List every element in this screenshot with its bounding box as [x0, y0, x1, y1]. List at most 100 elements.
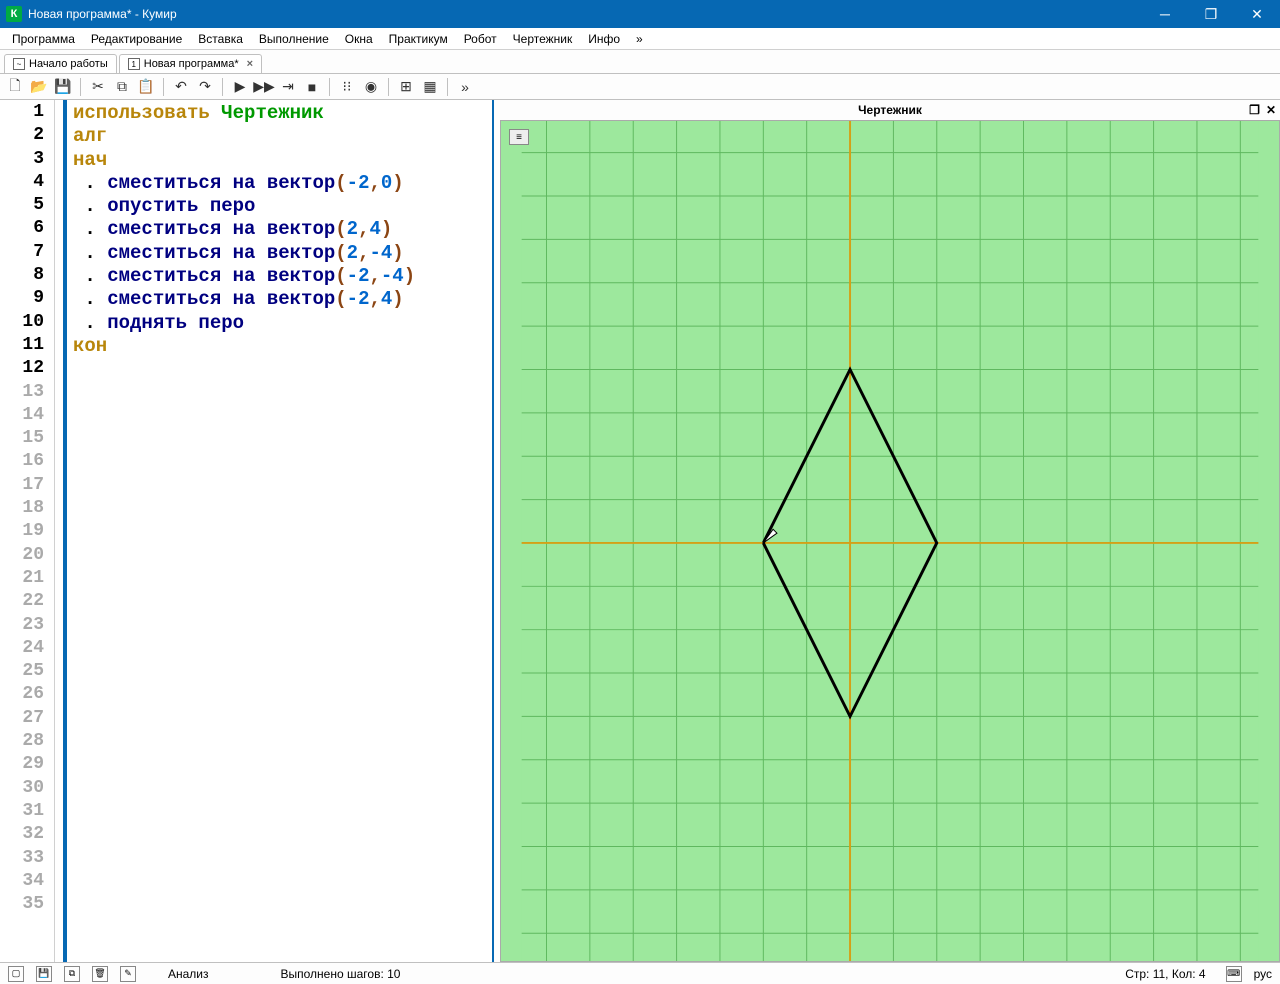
- code-token: (: [335, 172, 346, 194]
- menu-item-инфо[interactable]: Инфо: [580, 30, 628, 48]
- code-token: (: [335, 218, 346, 240]
- menu-item-программа[interactable]: Программа: [4, 30, 83, 48]
- line-number: 16: [0, 451, 54, 474]
- code-token: опустить перо: [107, 195, 255, 217]
- code-line[interactable]: . поднять перо: [73, 312, 492, 335]
- code-token: (: [335, 242, 346, 264]
- status-icon-2[interactable]: 💾: [36, 966, 52, 982]
- app-icon: К: [6, 6, 22, 22]
- code-token: поднять перо: [107, 312, 244, 334]
- window-title: Новая программа* - Кумир: [28, 7, 1142, 21]
- save-file-button[interactable]: 💾: [52, 77, 74, 97]
- code-token: .: [73, 218, 107, 240]
- code-line[interactable]: . сместиться на вектор(-2,-4): [73, 265, 492, 288]
- status-icon-3[interactable]: ⧉: [64, 966, 80, 982]
- stop-button[interactable]: ■: [301, 77, 323, 97]
- drawer-panel-header: Чертежник ❐ ✕: [500, 100, 1280, 120]
- line-number: 33: [0, 848, 54, 871]
- code-token: ): [404, 265, 415, 287]
- undo-button[interactable]: ↶: [170, 77, 192, 97]
- toolbar-overflow-button[interactable]: »: [454, 77, 476, 97]
- line-number: 15: [0, 428, 54, 451]
- step-button[interactable]: ▶▶: [253, 77, 275, 97]
- main: 1234567891011121314151617181920212223242…: [0, 100, 1280, 962]
- code-line[interactable]: нач: [73, 149, 492, 172]
- code-line[interactable]: [73, 358, 492, 381]
- panel-close-icon[interactable]: ✕: [1266, 103, 1276, 117]
- menu-item-»[interactable]: »: [628, 30, 651, 48]
- tab-начало-работы[interactable]: ~Начало работы: [4, 54, 117, 73]
- tool4-button[interactable]: ▦: [419, 77, 441, 97]
- redo-button[interactable]: ↷: [194, 77, 216, 97]
- code-editor[interactable]: 1234567891011121314151617181920212223242…: [0, 100, 492, 962]
- close-button[interactable]: ✕: [1234, 0, 1280, 28]
- code-token: 4: [369, 218, 380, 240]
- code-line[interactable]: кон: [73, 335, 492, 358]
- code-token: кон: [73, 335, 107, 357]
- cut-button[interactable]: ✂: [87, 77, 109, 97]
- canvas-menu-icon[interactable]: ≡: [509, 129, 529, 145]
- menu-item-вставка[interactable]: Вставка: [190, 30, 251, 48]
- tool1-button[interactable]: ⁝⁝: [336, 77, 358, 97]
- code-token: ): [381, 218, 392, 240]
- code-token: .: [73, 172, 107, 194]
- line-number: 4: [0, 172, 54, 195]
- copy-button[interactable]: ⧉: [111, 77, 133, 97]
- code-token: (: [335, 288, 346, 310]
- tab-close-icon[interactable]: ×: [247, 58, 253, 70]
- status-kb-icon[interactable]: ⌨: [1226, 966, 1242, 982]
- menu-item-чертежник[interactable]: Чертежник: [505, 30, 581, 48]
- code-token: ): [392, 288, 403, 310]
- minimize-button[interactable]: ─: [1142, 0, 1188, 28]
- code-token: Чертежник: [221, 102, 324, 124]
- menu-item-окна[interactable]: Окна: [337, 30, 381, 48]
- tab-label: Начало работы: [29, 58, 108, 70]
- line-number: 28: [0, 731, 54, 754]
- code-line[interactable]: использовать Чертежник: [73, 102, 492, 125]
- maximize-button[interactable]: ❐: [1188, 0, 1234, 28]
- status-cursor: Стр: 11, Кол: 4: [1125, 967, 1205, 981]
- code-token: ,: [369, 172, 380, 194]
- menubar: ПрограммаРедактированиеВставкаВыполнение…: [0, 28, 1280, 50]
- code-line[interactable]: алг: [73, 125, 492, 148]
- drawing-canvas[interactable]: ≡: [500, 120, 1280, 962]
- tab-новая-программа*[interactable]: 1 Новая программа* ×: [119, 54, 262, 73]
- menu-item-выполнение[interactable]: Выполнение: [251, 30, 337, 48]
- tab-icon: 1: [128, 58, 140, 70]
- line-number: 21: [0, 568, 54, 591]
- code-token: ,: [369, 265, 380, 287]
- line-number: 30: [0, 778, 54, 801]
- code-token: ): [392, 242, 403, 264]
- code-line[interactable]: . опустить перо: [73, 195, 492, 218]
- line-number: 18: [0, 498, 54, 521]
- menu-item-редактирование[interactable]: Редактирование: [83, 30, 190, 48]
- step-into-button[interactable]: ⇥: [277, 77, 299, 97]
- line-number: 11: [0, 335, 54, 358]
- code-area[interactable]: использовать Чертежникалгнач . сместитьс…: [63, 100, 492, 962]
- line-number: 17: [0, 475, 54, 498]
- tab-label: Новая программа*: [144, 58, 239, 70]
- menu-item-практикум[interactable]: Практикум: [381, 30, 456, 48]
- line-number: 32: [0, 824, 54, 847]
- menu-item-робот[interactable]: Робот: [456, 30, 505, 48]
- status-lang: рус: [1254, 967, 1272, 981]
- editor-pane: 1234567891011121314151617181920212223242…: [0, 100, 494, 962]
- tool3-button[interactable]: ⊞: [395, 77, 417, 97]
- new-file-button[interactable]: 🗋: [4, 77, 26, 97]
- code-line[interactable]: . сместиться на вектор(-2,4): [73, 288, 492, 311]
- code-line[interactable]: . сместиться на вектор(2,4): [73, 218, 492, 241]
- line-number: 2: [0, 125, 54, 148]
- status-icon-1[interactable]: ▢: [8, 966, 24, 982]
- sep: [388, 78, 389, 96]
- code-line[interactable]: . сместиться на вектор(-2,0): [73, 172, 492, 195]
- open-file-button[interactable]: 📂: [28, 77, 50, 97]
- code-line[interactable]: . сместиться на вектор(2,-4): [73, 242, 492, 265]
- code-token: ): [392, 172, 403, 194]
- panel-maximize-icon[interactable]: ❐: [1249, 103, 1260, 117]
- tool2-button[interactable]: ◉: [360, 77, 382, 97]
- code-token: -2: [347, 288, 370, 310]
- run-button[interactable]: ▶: [229, 77, 251, 97]
- status-icon-5[interactable]: ✎: [120, 966, 136, 982]
- status-icon-4[interactable]: 🗑: [92, 966, 108, 982]
- paste-button[interactable]: 📋: [135, 77, 157, 97]
